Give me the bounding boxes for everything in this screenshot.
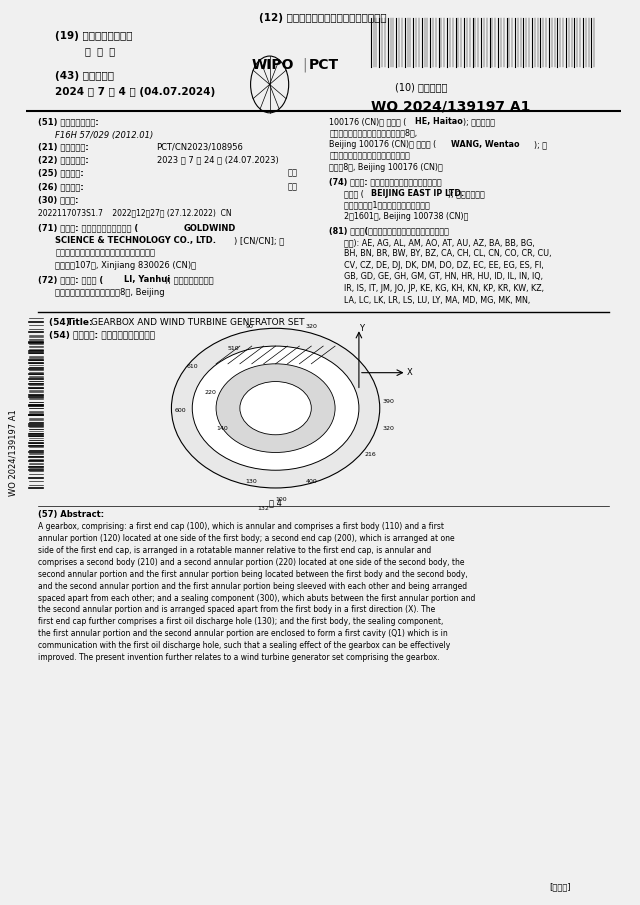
Text: spaced apart from each other; and a sealing component (300), which abuts between: spaced apart from each other; and a seal… xyxy=(38,594,475,603)
Ellipse shape xyxy=(172,329,380,488)
Text: (21) 国际申请号:: (21) 国际申请号: xyxy=(38,142,88,151)
Text: (57) Abstract:: (57) Abstract: xyxy=(38,510,104,519)
Text: (43) 国际公布日: (43) 国际公布日 xyxy=(56,71,115,81)
Text: 国  际  局: 国 际 局 xyxy=(85,46,115,56)
Text: 中文: 中文 xyxy=(287,168,298,177)
Text: 城区东长安街1号东方广场东方经贸城东: 城区东长安街1号东方广场东方经贸城东 xyxy=(329,201,430,210)
Text: [见续页]: [见续页] xyxy=(549,882,571,891)
Text: 100: 100 xyxy=(276,497,287,502)
Text: ); 中国北京市东: ); 中国北京市东 xyxy=(448,189,485,198)
Text: and the second annular portion and the first annular portion being sleeved with : and the second annular portion and the f… xyxy=(38,582,467,591)
Text: ) [CN/CN]; 中: ) [CN/CN]; 中 xyxy=(234,236,284,245)
Text: Y: Y xyxy=(359,324,364,333)
Text: WO 2024/139197 A1: WO 2024/139197 A1 xyxy=(8,409,17,496)
Text: (54): (54) xyxy=(49,318,74,327)
Text: (26) 公布语言:: (26) 公布语言: xyxy=(38,182,83,191)
Text: 2座1601室, Beijing 100738 (CN)。: 2座1601室, Beijing 100738 (CN)。 xyxy=(329,212,468,221)
Text: (51) 国际专利分类号:: (51) 国际专利分类号: xyxy=(38,118,99,127)
Text: 140: 140 xyxy=(216,426,228,431)
Text: (54) 发明名称: 齿轮箱及风力发电机组: (54) 发明名称: 齿轮箱及风力发电机组 xyxy=(49,330,156,339)
Text: 图 4: 图 4 xyxy=(269,499,282,508)
Ellipse shape xyxy=(192,346,359,471)
Text: 390: 390 xyxy=(383,399,395,405)
Text: 400: 400 xyxy=(305,479,317,484)
Text: 90: 90 xyxy=(246,324,253,329)
Text: WIPO: WIPO xyxy=(252,58,294,71)
Text: GOLDWIND: GOLDWIND xyxy=(183,224,236,233)
Text: ); 中国北京市: ); 中国北京市 xyxy=(463,118,495,127)
Text: 132: 132 xyxy=(258,506,269,510)
Text: communication with the first oil discharge hole, such that a sealing effect of t: communication with the first oil dischar… xyxy=(38,642,450,651)
Text: improved. The present invention further relates to a wind turbine generator set : improved. The present invention further … xyxy=(38,653,439,662)
Text: 220: 220 xyxy=(204,390,216,395)
Text: side of the first end cap, is arranged in a rotatable manner relative to the fir: side of the first end cap, is arranged i… xyxy=(38,546,431,555)
Text: 区上海路107号, Xinjiang 830026 (CN)。: 区上海路107号, Xinjiang 830026 (CN)。 xyxy=(56,261,196,270)
Text: PCT: PCT xyxy=(308,58,339,71)
Text: ); 中: ); 中 xyxy=(534,140,547,149)
Text: LI, Yanhui: LI, Yanhui xyxy=(124,275,170,284)
Ellipse shape xyxy=(216,364,335,452)
Text: GB, GD, GE, GH, GM, GT, HN, HR, HU, ID, IL, IN, IQ,: GB, GD, GE, GH, GM, GT, HN, HR, HU, ID, … xyxy=(329,272,543,281)
Text: BEIJING EAST IP LTD.: BEIJING EAST IP LTD. xyxy=(371,189,464,198)
Text: |: | xyxy=(302,58,307,72)
Text: (12) 按照专利合作条约所公布的国际申请: (12) 按照专利合作条约所公布的国际申请 xyxy=(259,14,387,24)
Text: WANG, Wentao: WANG, Wentao xyxy=(451,140,520,149)
Text: (81) 指定国(除另有指明，要求每一种可提供的国家: (81) 指定国(除另有指明，要求每一种可提供的国家 xyxy=(329,226,449,235)
Text: 2022117073S1.7    2022年12月27日 (27.12.2022)  CN: 2022117073S1.7 2022年12月27日 (27.12.2022) … xyxy=(38,209,231,217)
Text: Title:: Title: xyxy=(67,318,94,327)
Text: the second annular portion and is arranged spaced apart from the first body in a: the second annular portion and is arrang… xyxy=(38,605,435,614)
Text: 130: 130 xyxy=(246,479,257,484)
Text: HE, Haitao: HE, Haitao xyxy=(415,118,463,127)
Text: A gearbox, comprising: a first end cap (100), which is annular and comprises a f: A gearbox, comprising: a first end cap (… xyxy=(38,521,444,530)
Text: (74) 代理人: 北京东方亿思知识产权代理有限责: (74) 代理人: 北京东方亿思知识产权代理有限责 xyxy=(329,177,442,186)
Text: CV, CZ, DE, DJ, DK, DM, DO, DZ, EC, EE, EG, ES, FI,: CV, CZ, DE, DJ, DK, DM, DO, DZ, EC, EE, … xyxy=(329,261,544,270)
Text: 320: 320 xyxy=(383,426,395,431)
Text: (19) 世界知识产权组织: (19) 世界知识产权组织 xyxy=(56,31,133,42)
Text: 北京经济技术开发区博兴一路8号, Beijing: 北京经济技术开发区博兴一路8号, Beijing xyxy=(56,288,165,297)
Text: PCT/CN2023/108956: PCT/CN2023/108956 xyxy=(157,142,243,151)
Text: (30) 优先权:: (30) 优先权: xyxy=(38,195,78,205)
Text: 中文: 中文 xyxy=(287,182,298,191)
Text: 兴一路8号, Beijing 100176 (CN)。: 兴一路8号, Beijing 100176 (CN)。 xyxy=(329,164,443,172)
Text: 任公司 (: 任公司 ( xyxy=(329,189,364,198)
Text: second annular portion and the first annular portion being located between the f: second annular portion and the first ann… xyxy=(38,569,467,578)
Text: 600: 600 xyxy=(174,408,186,414)
Text: 100176 (CN)。 何海涛 (: 100176 (CN)。 何海涛 ( xyxy=(329,118,406,127)
Text: 国新疆维吾尔自治区乌鲁木齐市经济技术开发: 国新疆维吾尔自治区乌鲁木齐市经济技术开发 xyxy=(56,249,156,258)
Text: (10) 国际公布号: (10) 国际公布号 xyxy=(395,81,447,91)
Text: F16H 57/029 (2012.01): F16H 57/029 (2012.01) xyxy=(56,130,154,139)
Ellipse shape xyxy=(240,382,311,434)
Text: annular portion (120) located at one side of the first body; a second end cap (2: annular portion (120) located at one sid… xyxy=(38,534,454,543)
Text: 216: 216 xyxy=(365,452,376,458)
Text: comprises a second body (210) and a second annular portion (220) located at one : comprises a second body (210) and a seco… xyxy=(38,557,464,567)
Text: Beijing 100176 (CN)。 汪文涛 (: Beijing 100176 (CN)。 汪文涛 ( xyxy=(329,140,436,149)
Text: (25) 申请语言:: (25) 申请语言: xyxy=(38,168,83,177)
Text: 大兴区北京经济技术开发区博兴一路8号,: 大兴区北京经济技术开发区博兴一路8号, xyxy=(329,129,417,138)
Text: (71) 申请人: 金风科技股份有限公司 (: (71) 申请人: 金风科技股份有限公司 ( xyxy=(38,224,138,233)
Text: GEARBOX AND WIND TURBINE GENERATOR SET: GEARBOX AND WIND TURBINE GENERATOR SET xyxy=(88,318,305,327)
Text: X: X xyxy=(406,368,412,377)
Text: first end cap further comprises a first oil discharge hole (130); and the first : first end cap further comprises a first … xyxy=(38,617,443,626)
Text: 510: 510 xyxy=(228,346,239,351)
Text: (72) 发明人: 李延慧 (: (72) 发明人: 李延慧 ( xyxy=(38,275,103,284)
Text: (22) 国际申请日:: (22) 国际申请日: xyxy=(38,156,88,165)
Text: 2024 年 7 月 4 日 (04.07.2024): 2024 年 7 月 4 日 (04.07.2024) xyxy=(56,87,216,97)
Text: IR, IS, IT, JM, JO, JP, KE, KG, KH, KN, KP, KR, KW, KZ,: IR, IS, IT, JM, JO, JP, KE, KG, KH, KN, … xyxy=(329,284,544,293)
Text: 2023 年 7 月 24 日 (24.07.2023): 2023 年 7 月 24 日 (24.07.2023) xyxy=(157,156,278,165)
Text: BH, BN, BR, BW, BY, BZ, CA, CH, CL, CN, CO, CR, CU,: BH, BN, BR, BW, BY, BZ, CA, CH, CL, CN, … xyxy=(329,250,552,259)
Text: ); 中国北京市大兴区: ); 中国北京市大兴区 xyxy=(166,275,214,284)
Text: LA, LC, LK, LR, LS, LU, LY, MA, MD, MG, MK, MN,: LA, LC, LK, LR, LS, LU, LY, MA, MD, MG, … xyxy=(329,296,531,304)
Text: 保护): AE, AG, AL, AM, AO, AT, AU, AZ, BA, BB, BG,: 保护): AE, AG, AL, AM, AO, AT, AU, AZ, BA,… xyxy=(329,238,535,247)
Text: SCIENCE & TECHNOLOGY CO., LTD.: SCIENCE & TECHNOLOGY CO., LTD. xyxy=(56,236,216,245)
Text: 国北京市大兴区北京经济技术开发区博: 国北京市大兴区北京经济技术开发区博 xyxy=(329,152,410,161)
Text: 610: 610 xyxy=(186,364,198,369)
Text: WO 2024/139197 A1: WO 2024/139197 A1 xyxy=(371,100,530,113)
Text: the first annular portion and the second annular portion are enclosed to form a : the first annular portion and the second… xyxy=(38,630,447,638)
Text: 320: 320 xyxy=(305,324,317,329)
